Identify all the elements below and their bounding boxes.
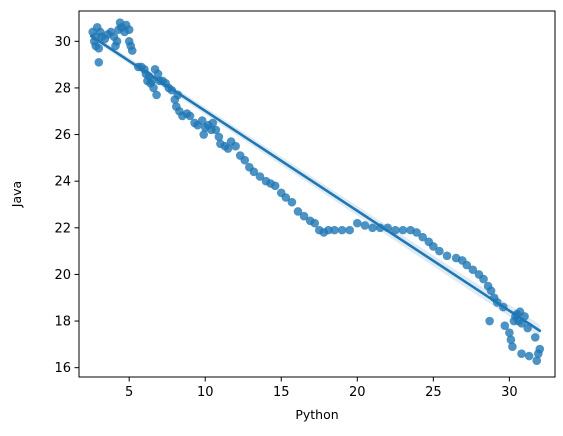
data-point bbox=[337, 225, 347, 235]
x-tick-label: 20 bbox=[349, 385, 366, 400]
data-point bbox=[124, 25, 134, 34]
data-point bbox=[492, 298, 502, 307]
y-tick-label: 24 bbox=[54, 175, 71, 190]
data-point bbox=[255, 172, 265, 181]
x-tick-label: 5 bbox=[125, 385, 133, 400]
data-point bbox=[360, 221, 370, 230]
data-point bbox=[391, 225, 400, 235]
data-point bbox=[214, 132, 224, 142]
data-point bbox=[505, 328, 514, 338]
x-axis-title: Python bbox=[295, 407, 338, 422]
data-point bbox=[152, 90, 161, 100]
data-point bbox=[530, 333, 540, 342]
points-layer bbox=[88, 18, 545, 365]
data-point bbox=[508, 342, 517, 351]
y-axis: 16 18 20 22 24 26 28 30 bbox=[54, 35, 79, 376]
data-point bbox=[127, 46, 137, 55]
data-point bbox=[112, 37, 122, 46]
data-point bbox=[299, 211, 309, 221]
data-point bbox=[524, 351, 534, 361]
data-point bbox=[270, 181, 280, 191]
data-point bbox=[147, 76, 157, 86]
data-point bbox=[281, 193, 291, 202]
data-point bbox=[520, 312, 529, 321]
y-axis-title: Java bbox=[9, 181, 24, 208]
data-point bbox=[240, 155, 250, 165]
data-point bbox=[485, 316, 494, 326]
data-point bbox=[345, 225, 355, 235]
data-point bbox=[498, 302, 508, 312]
data-point bbox=[486, 286, 496, 296]
data-point bbox=[500, 321, 510, 331]
data-point bbox=[208, 118, 218, 128]
y-tick-label: 22 bbox=[54, 221, 71, 236]
data-point bbox=[173, 90, 183, 100]
data-point bbox=[418, 232, 427, 242]
data-point bbox=[94, 44, 104, 53]
y-tick-label: 16 bbox=[54, 361, 71, 376]
data-point bbox=[517, 319, 526, 328]
data-point bbox=[199, 130, 208, 139]
data-point bbox=[353, 218, 362, 228]
data-point bbox=[368, 223, 377, 233]
data-point bbox=[287, 197, 297, 207]
data-point bbox=[517, 349, 526, 358]
data-point bbox=[185, 111, 195, 121]
data-point bbox=[167, 85, 177, 95]
data-point bbox=[523, 323, 532, 333]
y-tick-label: 18 bbox=[54, 315, 71, 330]
data-point bbox=[412, 228, 421, 237]
data-point bbox=[324, 225, 333, 235]
x-tick-label: 30 bbox=[501, 385, 518, 400]
data-point bbox=[330, 225, 339, 235]
data-point bbox=[153, 69, 163, 79]
data-point bbox=[435, 246, 444, 256]
plot-frame bbox=[78, 10, 556, 378]
data-point bbox=[462, 260, 472, 270]
y-tick-label: 20 bbox=[54, 268, 71, 283]
data-point bbox=[398, 225, 408, 235]
x-tick-label: 25 bbox=[425, 385, 442, 400]
data-point bbox=[310, 218, 320, 228]
data-point bbox=[532, 356, 542, 365]
data-point bbox=[293, 207, 303, 216]
data-point bbox=[94, 57, 104, 67]
y-tick-label: 26 bbox=[54, 128, 71, 143]
data-point bbox=[211, 125, 221, 135]
data-point bbox=[442, 251, 452, 261]
data-point bbox=[535, 344, 545, 354]
data-point bbox=[429, 242, 438, 251]
x-axis: 5 10 15 20 25 30 bbox=[125, 377, 518, 400]
data-point bbox=[383, 223, 393, 233]
x-tick-label: 15 bbox=[273, 385, 290, 400]
data-point bbox=[479, 274, 488, 284]
data-point bbox=[149, 83, 158, 93]
data-point bbox=[506, 335, 516, 345]
data-point bbox=[468, 265, 478, 275]
data-point bbox=[197, 116, 207, 125]
y-tick-label: 28 bbox=[54, 81, 71, 96]
data-point bbox=[375, 223, 385, 233]
y-tick-label: 30 bbox=[54, 35, 71, 50]
data-point bbox=[231, 141, 240, 151]
x-tick-label: 10 bbox=[197, 385, 214, 400]
data-point bbox=[249, 167, 259, 177]
data-point bbox=[223, 144, 233, 153]
